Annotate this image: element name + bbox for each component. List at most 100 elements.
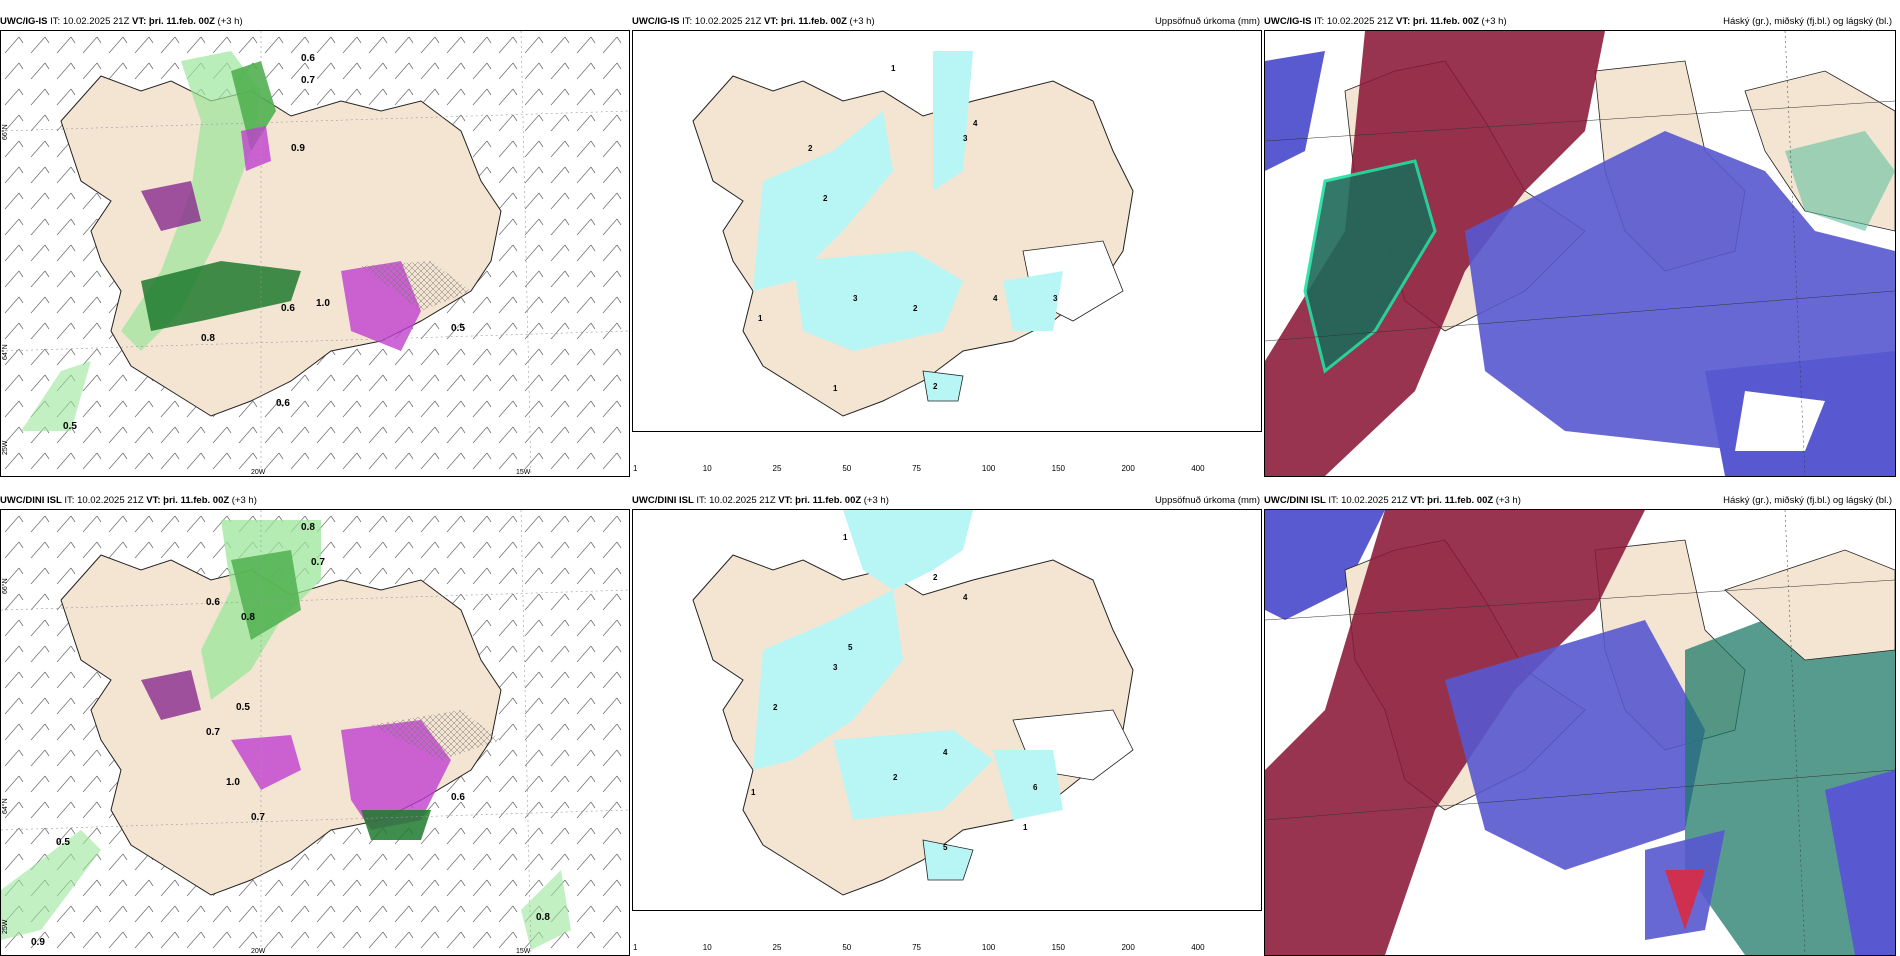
- field-title: Háský (gr.), miðský (fj.bl.) og lágský (…: [1723, 16, 1892, 27]
- accum-label: 5: [848, 643, 853, 652]
- map-clouds[interactable]: [1264, 30, 1896, 477]
- init-time: 10.02.2025 21Z: [77, 495, 144, 506]
- precip-label: 0.5: [236, 702, 250, 713]
- colorbar-tick: 400: [1191, 464, 1205, 473]
- map-clouds[interactable]: [1264, 509, 1896, 956]
- accum-label: 1: [843, 533, 848, 542]
- init-time: 10.02.2025 21Z: [1341, 495, 1408, 506]
- colorbar-tick: 10: [702, 464, 712, 473]
- it-label: IT:: [50, 16, 61, 27]
- lat-label-64: 64°N: [1, 798, 9, 814]
- colorbar-tick: 25: [772, 943, 782, 952]
- precip-label: 0.8: [241, 612, 255, 623]
- colorbar-ticks: 1 10 25 50 75 100 150 200 400: [632, 943, 1262, 955]
- colorbar-tick: 100: [981, 943, 996, 952]
- map-accum-precip[interactable]: 1 2 4 5 3 2 1 4 6 2 1 5: [632, 509, 1262, 911]
- colorbar-tick: 1: [633, 943, 638, 952]
- accum-label: 2: [933, 382, 938, 391]
- colorbar-tick: 100: [981, 464, 996, 473]
- precip-label: 0.8: [536, 912, 550, 923]
- vt-label: VT:: [778, 495, 793, 506]
- valid-time: þri. 11.feb. 00Z: [1412, 16, 1479, 27]
- accum-label: 2: [823, 194, 828, 203]
- precip-label: 1.0: [316, 298, 330, 309]
- it-label: IT:: [1314, 16, 1325, 27]
- precip-label: 0.5: [56, 837, 70, 848]
- accum-label: 6: [1033, 783, 1038, 792]
- vt-label: VT:: [764, 16, 779, 27]
- lon-label-25: 25W: [2, 440, 9, 455]
- colorbar-tick: 25: [772, 464, 782, 473]
- colorbar-tick: 200: [1121, 943, 1135, 952]
- accum-label: 4: [993, 294, 998, 303]
- precip-label: 0.5: [451, 323, 465, 334]
- colorbar-tick: 150: [1051, 464, 1066, 473]
- field-title: Háský (gr.), miðský (fj.bl.) og lágský (…: [1723, 495, 1892, 506]
- precip-label: 0.6: [281, 303, 295, 314]
- valid-time: þri. 11.feb. 00Z: [148, 16, 215, 27]
- precip-label: 0.7: [311, 557, 325, 568]
- precip-label: 0.8: [301, 522, 315, 533]
- map-accum-precip[interactable]: 1 2 3 4 2 1 3 2 4 1 2 3: [632, 30, 1262, 432]
- init-time: 10.02.2025 21Z: [1326, 16, 1394, 27]
- lon-label-20: 20W: [251, 469, 266, 476]
- vt-label: VT:: [1410, 495, 1425, 506]
- colorbar-tick: 75: [912, 464, 922, 473]
- colorbar-tick: 400: [1191, 943, 1205, 952]
- panel-header: UWC/IG-IS IT: 10.02.2025 21Z VT: þri. 11…: [0, 15, 630, 29]
- precip-label: 0.6: [301, 53, 315, 64]
- valid-time: þri. 11.feb. 00Z: [163, 495, 230, 506]
- precip-label: 0.7: [251, 812, 265, 823]
- lon-label-15: 15W: [516, 948, 531, 955]
- accum-label: 1: [891, 64, 896, 73]
- accum-label: 3: [853, 294, 858, 303]
- model-name: UWC/DINI ISL: [632, 495, 694, 506]
- model-name: UWC/DINI ISL: [1264, 495, 1326, 506]
- accum-label: 5: [943, 843, 948, 852]
- accum-label: 1: [1023, 823, 1028, 832]
- panel-header: UWC/DINI ISL IT: 10.02.2025 21Z VT: þri.…: [0, 494, 630, 508]
- accum-label: 2: [808, 144, 813, 153]
- valid-time: þri. 11.feb. 00Z: [1427, 495, 1494, 506]
- model-name: UWC/DINI ISL: [0, 495, 62, 506]
- field-title: Uppsöfnuð úrkoma (mm): [1154, 16, 1260, 27]
- lead-time: (+3 h): [849, 16, 875, 27]
- precip-label: 0.6: [276, 398, 290, 409]
- colorbar-ticks: 1 10 25 50 75 100 150 200 400: [632, 464, 1262, 476]
- it-label: IT:: [682, 16, 693, 27]
- valid-time: þri. 11.feb. 00Z: [780, 16, 847, 27]
- vt-label: VT:: [146, 495, 161, 506]
- accum-label: 1: [751, 788, 756, 797]
- accum-label: 4: [943, 748, 948, 757]
- precip-label: 0.7: [301, 75, 315, 86]
- map-wind-precip[interactable]: 66°N 64°N 20W 15W 25W 0.8 0.7 0.8 0.6 0.…: [0, 509, 630, 956]
- precip-label: 0.7: [206, 727, 220, 738]
- accum-label: 1: [833, 384, 838, 393]
- precip-label: 0.9: [291, 143, 305, 154]
- field-title: Uppsöfnuð úrkoma (mm): [1154, 495, 1260, 506]
- panel-header: UWC/IG-IS IT: 10.02.2025 21Z VT: þri. 11…: [632, 15, 1262, 29]
- lead-time: (+3 h): [231, 495, 257, 506]
- accum-label: 3: [963, 134, 968, 143]
- init-time: 10.02.2025 21Z: [62, 16, 130, 27]
- accum-label: 3: [833, 663, 838, 672]
- accum-label: 3: [1053, 294, 1058, 303]
- lat-label-66: 66°N: [1, 578, 9, 594]
- precip-label: 0.5: [63, 421, 77, 432]
- lead-time: (+3 h): [1481, 16, 1507, 27]
- accum-label: 4: [963, 593, 968, 602]
- colorbar-tick: 1: [633, 464, 638, 473]
- init-time: 10.02.2025 21Z: [709, 495, 776, 506]
- it-label: IT:: [64, 495, 75, 506]
- lat-label-66: 66°N: [1, 124, 9, 140]
- map-wind-precip[interactable]: 66°N 64°N 20W 15W 25W 0.6 0.7 0.9 1.0 0.…: [0, 30, 630, 477]
- accum-label: 2: [893, 773, 898, 782]
- vt-label: VT:: [132, 16, 147, 27]
- precip-label: 0.6: [451, 792, 465, 803]
- colorbar-tick: 75: [912, 943, 922, 952]
- precip-label: 0.6: [206, 597, 220, 608]
- accum-label: 1: [758, 314, 763, 323]
- it-label: IT:: [696, 495, 707, 506]
- colorbar-tick: 200: [1121, 464, 1135, 473]
- lon-label-15: 15W: [516, 469, 531, 476]
